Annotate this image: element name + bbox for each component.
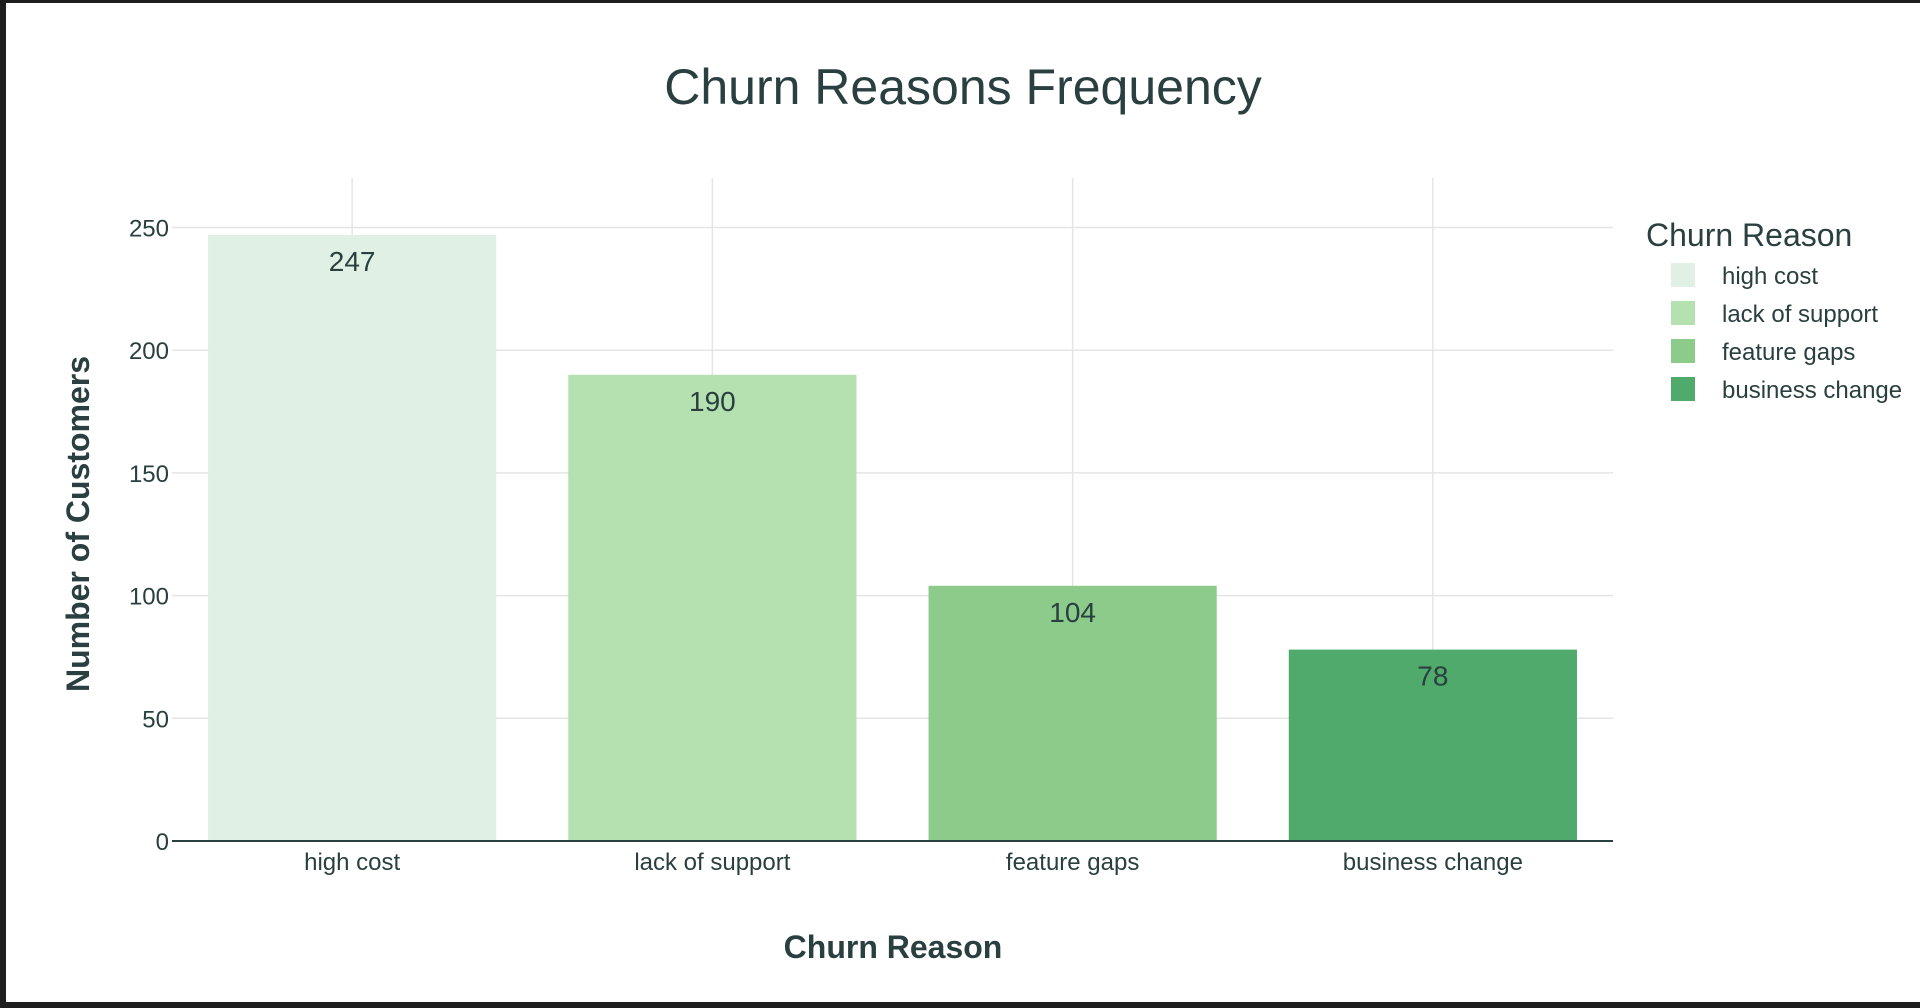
bar-chart: Churn Reasons Frequency 247 190 104 78 0 50 1… <box>60 59 1902 965</box>
y-tick-labels: 0 50 100 150 200 250 <box>129 216 169 856</box>
legend-title: Churn Reason <box>1646 217 1852 253</box>
bars-group <box>208 234 1577 841</box>
legend-swatch <box>1671 339 1695 363</box>
x-tick-label: high cost <box>304 849 400 876</box>
legend-swatch <box>1671 301 1695 325</box>
x-tick-label: business change <box>1343 849 1523 876</box>
y-tick-label: 0 <box>156 829 169 856</box>
legend-swatch <box>1671 263 1695 287</box>
bar-lack-of-support <box>568 374 857 841</box>
x-tick-label: feature gaps <box>1006 849 1139 876</box>
bar-data-label: 78 <box>1417 661 1448 692</box>
chart-canvas: Churn Reasons Frequency 247 190 104 78 0 50 1… <box>6 3 1920 1002</box>
legend-entry-label: high cost <box>1722 263 1818 290</box>
legend-entry-label: feature gaps <box>1722 339 1855 366</box>
y-axis-title: Number of Customers <box>60 356 96 692</box>
y-tick-label: 250 <box>129 216 169 243</box>
x-axis-title: Churn Reason <box>784 929 1003 965</box>
legend-swatch <box>1671 377 1695 401</box>
y-tick-label: 50 <box>142 706 169 733</box>
y-tick-label: 100 <box>129 584 169 611</box>
legend-entry-label: business change <box>1722 377 1902 404</box>
legend-items: high cost lack of support feature gaps busi… <box>1671 263 1902 404</box>
chart-title: Churn Reasons Frequency <box>664 59 1262 115</box>
bar-data-label: 190 <box>689 386 736 417</box>
bar-high-cost <box>208 234 497 841</box>
bar-feature-gaps <box>928 585 1217 841</box>
y-tick-label: 150 <box>129 461 169 488</box>
y-tick-label: 200 <box>129 338 169 365</box>
x-tick-labels: high cost lack of support feature gaps busi… <box>304 849 1523 876</box>
bar-business-change <box>1288 649 1577 841</box>
legend-entry-label: lack of support <box>1722 301 1878 328</box>
bar-data-label: 247 <box>329 246 376 277</box>
legend: Churn Reason high cost lack of support fea… <box>1646 217 1902 404</box>
bar-labels-group: 247 190 104 78 <box>329 246 1449 692</box>
x-tick-label: lack of support <box>634 849 790 876</box>
bar-data-label: 104 <box>1049 597 1096 628</box>
